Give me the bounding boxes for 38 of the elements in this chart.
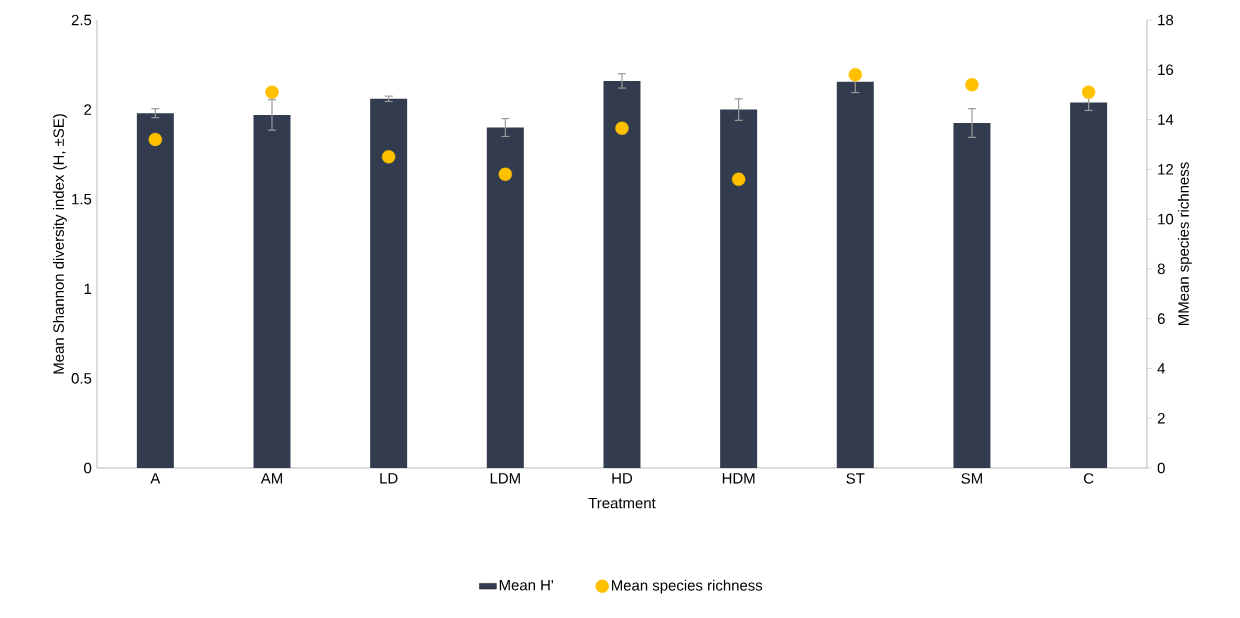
point (731, 172, 746, 186)
point (265, 85, 279, 99)
y2-tick-label: 6 (1157, 313, 1165, 324)
point (148, 132, 163, 147)
y-tick-label: 1 (84, 283, 92, 294)
y2-tick-label: 14 (1158, 114, 1174, 125)
y2-tick-label: 12 (1158, 164, 1173, 175)
x-tick-label: AM (260, 473, 282, 484)
x-tick-label: A (150, 473, 161, 484)
y2-axis-title: MMean species richness (1177, 162, 1192, 325)
y2-tick-label: 18 (1158, 14, 1174, 26)
x-tick-label: ST (846, 473, 865, 484)
y-tick-label: 2 (84, 104, 92, 115)
point (381, 150, 396, 164)
legend-label: Mean species richness (611, 579, 763, 594)
point (615, 121, 629, 135)
y2-tick-label: 0 (1157, 462, 1165, 474)
y2-tick-label: 10 (1158, 213, 1174, 225)
y-tick-label: 0.5 (71, 373, 92, 384)
point (498, 167, 513, 181)
y2-tick-label: 8 (1157, 263, 1165, 275)
y2-tick-label: 16 (1158, 64, 1174, 76)
y-tick-label: 0 (84, 462, 92, 474)
x-tick-label: SM (961, 473, 982, 484)
point (965, 77, 979, 92)
y-tick-label: 1.5 (72, 193, 92, 205)
y-axis-title: Mean Shannon diversity index (H, ±SE) (52, 114, 67, 374)
x-tick-label: LDM (490, 473, 520, 484)
y2-tick-label: 2 (1157, 412, 1165, 424)
y2-tick-label: 4 (1157, 363, 1165, 374)
x-tick-label: C (1083, 473, 1094, 484)
x-axis-title: Treatment (588, 497, 656, 509)
point (1081, 85, 1096, 99)
legend-label: Mean H' (499, 579, 553, 591)
x-tick-label: HD (612, 473, 633, 484)
x-tick-label: LD (380, 473, 398, 484)
x-tick-label: HDM (722, 473, 755, 484)
y-tick-label: 2.5 (71, 14, 92, 26)
